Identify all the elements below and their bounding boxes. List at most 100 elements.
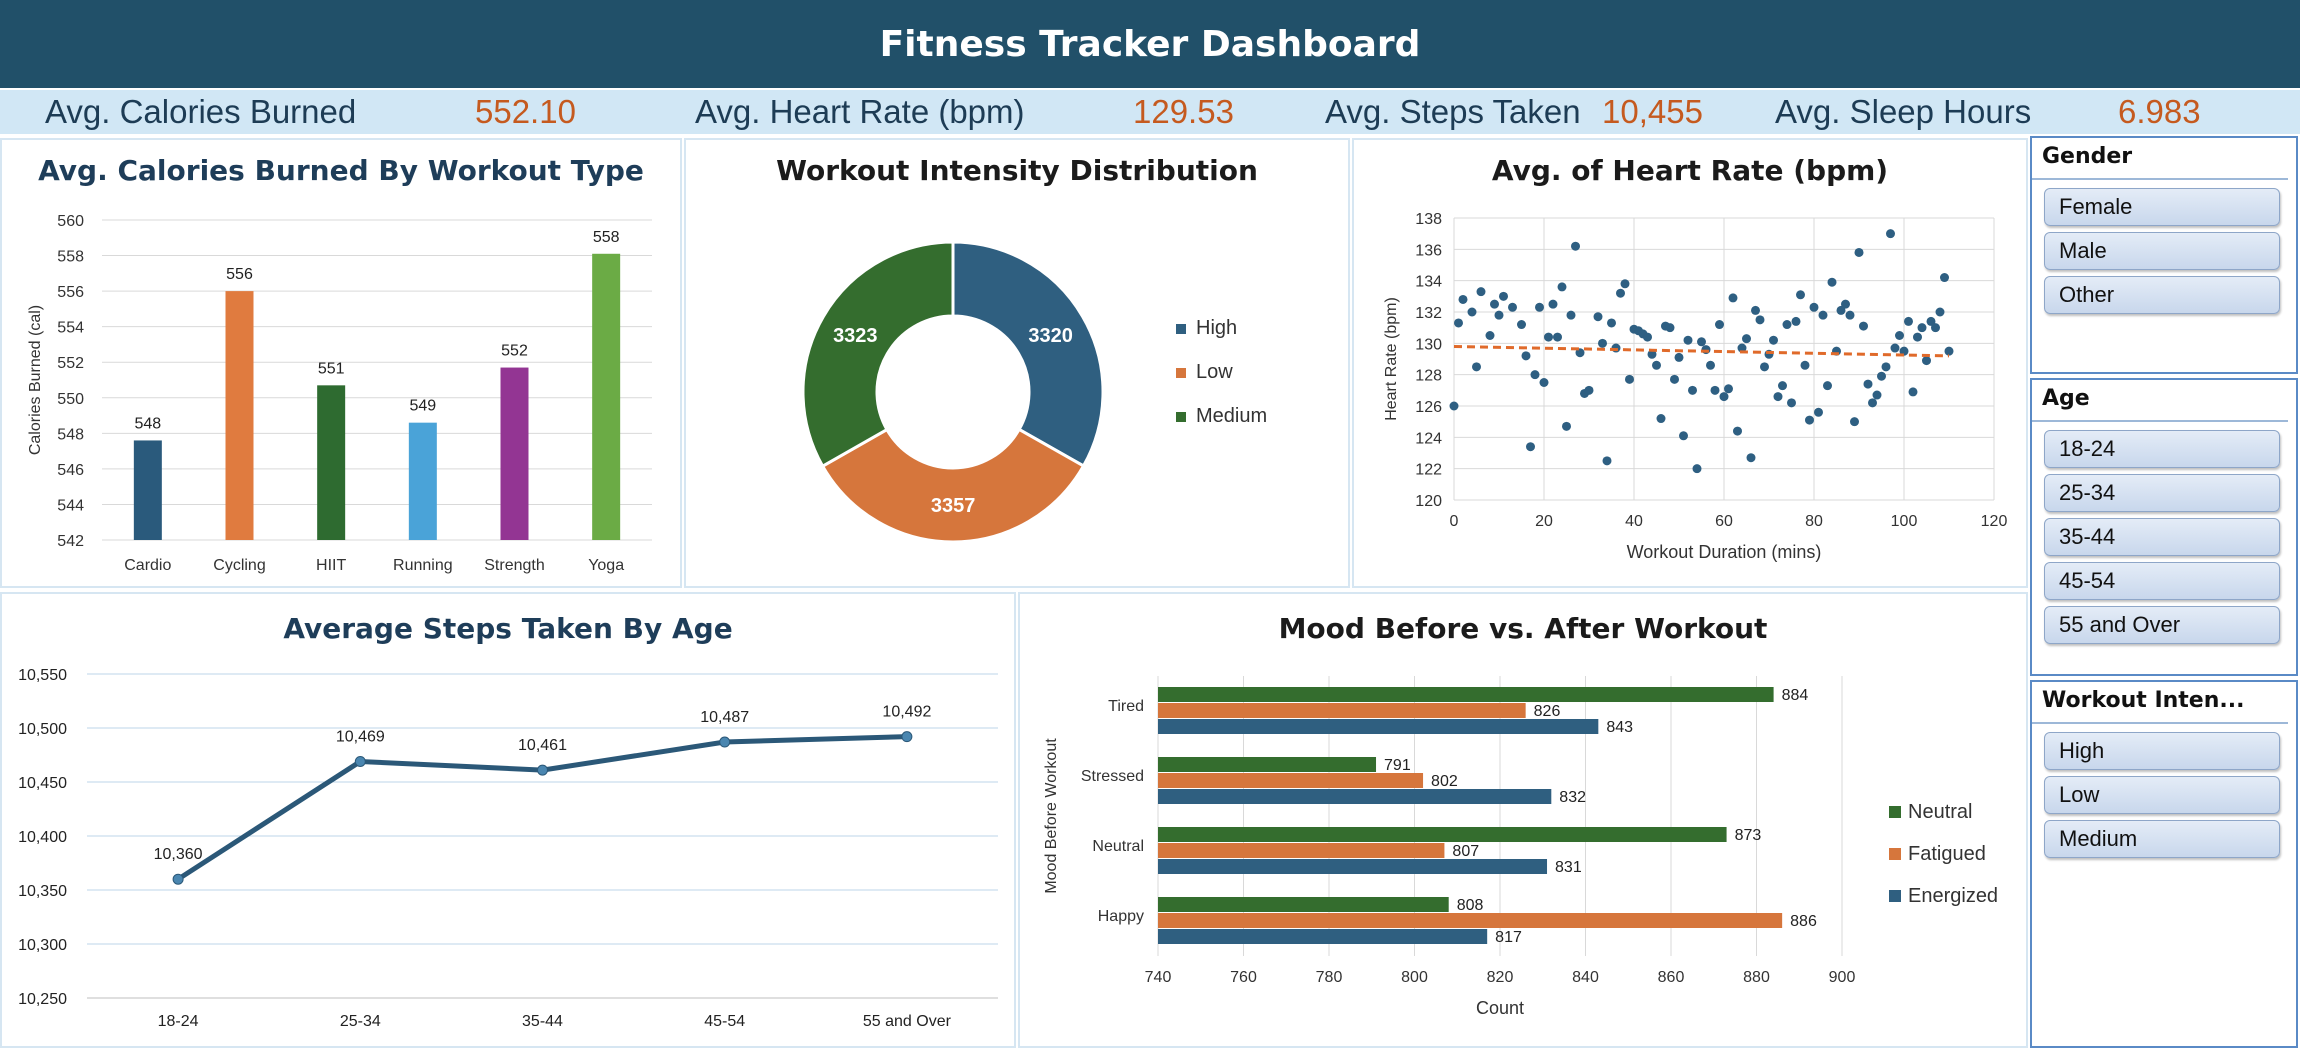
scatter-point [1485,331,1495,340]
bar [500,367,529,540]
kpi-label-calories: Avg. Calories Burned [45,93,357,130]
scatter-point [1760,362,1769,372]
bar [1158,929,1488,944]
donut-slice [801,240,955,469]
y-tick-label: 136 [1415,242,1442,259]
scatter-point [1679,431,1688,441]
scatter-point [1472,362,1481,372]
bar [1158,789,1552,804]
slicer-option-other[interactable]: Other [2044,276,2280,314]
x-tick-label: 100 [1891,513,1918,530]
y-tick-label: 10,400 [18,829,67,846]
slicer-option-18-24[interactable]: 18-24 [2044,430,2280,468]
bar [408,422,437,540]
slicer-option-male[interactable]: Male [2044,232,2280,270]
scatter-point [1742,334,1751,344]
bar [1158,897,1449,912]
scatter-point [1467,307,1477,317]
y-tick-label: Happy [1098,908,1144,925]
scatter-point [1854,247,1864,257]
scatter-point [1562,421,1571,431]
bar [1158,719,1599,734]
slicer-option-45-54[interactable]: 45-54 [2044,562,2280,600]
scatter-point [1535,302,1544,312]
scatter-point [1728,293,1738,303]
scatter-point [1805,415,1814,425]
intensity-slicer: Workout Inten... High Low Medium [2030,680,2298,1048]
x-tick-label: 45-54 [704,1013,745,1030]
scatter-point [1674,352,1684,362]
slice-label: 3357 [931,495,976,517]
scatter-point [1944,346,1954,356]
scatter-point [1683,335,1693,345]
bar [317,385,346,540]
scatter-point [1863,379,1873,389]
bar [1158,859,1548,874]
scatter-point [1800,360,1810,370]
scatter-point [1859,321,1868,331]
scatter-point [1724,384,1733,394]
y-tick-label: 128 [1415,368,1442,385]
scatter-point [1823,381,1832,391]
x-tick-label: 840 [1572,969,1599,986]
mood-chart-panel: Mood Before vs. After Workout 740 760 780 8… [1018,592,2028,1048]
calories-bar-chart: 542 544 546 548 550 552 554 556 558 560 Calories B… [27,213,652,574]
legend-label: Energized [1908,885,1998,907]
kpi-label-steps: Avg. Steps Taken [1325,93,1581,130]
x-tick-label: HIIT [316,557,346,574]
bar [1158,843,1445,858]
data-label: 832 [1559,789,1586,806]
y-tick-label: 10,250 [18,991,67,1008]
heart-rate-scatter-chart: 120 122 124 126 128 130 132 134 136 138 0 20 40 60 80 1… [1383,211,2007,562]
intensity-slicer-title: Workout Inten... [2032,682,2288,724]
scatter-point [1458,294,1468,304]
scatter-point [1935,307,1945,317]
kpi-label-sleep: Avg. Sleep Hours [1775,93,2032,130]
data-label: 843 [1606,719,1633,736]
data-label: 884 [1782,687,1809,704]
y-axis-label: Heart Rate (bpm) [1383,297,1400,421]
scatter-point [1706,360,1715,370]
scatter-point [1872,390,1882,400]
x-tick-label: 820 [1487,969,1514,986]
scatter-point [1454,318,1463,328]
slicer-option-female[interactable]: Female [2044,188,2280,226]
line-point [354,755,366,767]
slicer-option-35-44[interactable]: 35-44 [2044,518,2280,556]
x-tick-label: 780 [1316,969,1343,986]
scatter-point [1598,338,1607,348]
x-tick-label: 880 [1743,969,1770,986]
scatter-point [1746,453,1756,463]
bar [1158,687,1774,702]
scatter-point [1607,318,1616,328]
slice-label: 3323 [833,325,878,347]
data-label: 10,469 [336,728,385,745]
scatter-point [1494,310,1504,320]
steps-chart-title: Average Steps Taken By Age [283,612,733,645]
scatter-point [1791,316,1801,326]
scatter-point [1845,310,1855,320]
scatter-point [1881,362,1891,372]
scatter-point [1602,456,1612,466]
y-tick-label: 544 [57,497,84,514]
slicer-option-55-and-over[interactable]: 55 and Over [2044,606,2280,644]
data-label: 873 [1735,827,1762,844]
y-tick-label: 552 [57,355,84,372]
kpi-value-heart-rate: 129.53 [1133,93,1234,130]
slice-label: 3320 [1028,325,1073,347]
data-label: 10,360 [154,846,203,863]
slicer-option-high[interactable]: High [2044,732,2280,770]
scatter-point [1566,310,1576,320]
data-label: 791 [1384,757,1411,774]
x-tick-label: Cardio [124,557,171,574]
slicer-option-medium[interactable]: Medium [2044,820,2280,858]
y-tick-label: 542 [57,533,84,550]
scatter-point [1809,302,1819,312]
slicer-option-low[interactable]: Low [2044,776,2280,814]
slicer-option-25-34[interactable]: 25-34 [2044,474,2280,512]
donut-slice [951,240,1105,468]
scatter-point [1922,356,1931,366]
x-tick-label: 20 [1535,513,1553,530]
scatter-point [1904,316,1913,326]
legend-swatch [1889,806,1901,818]
